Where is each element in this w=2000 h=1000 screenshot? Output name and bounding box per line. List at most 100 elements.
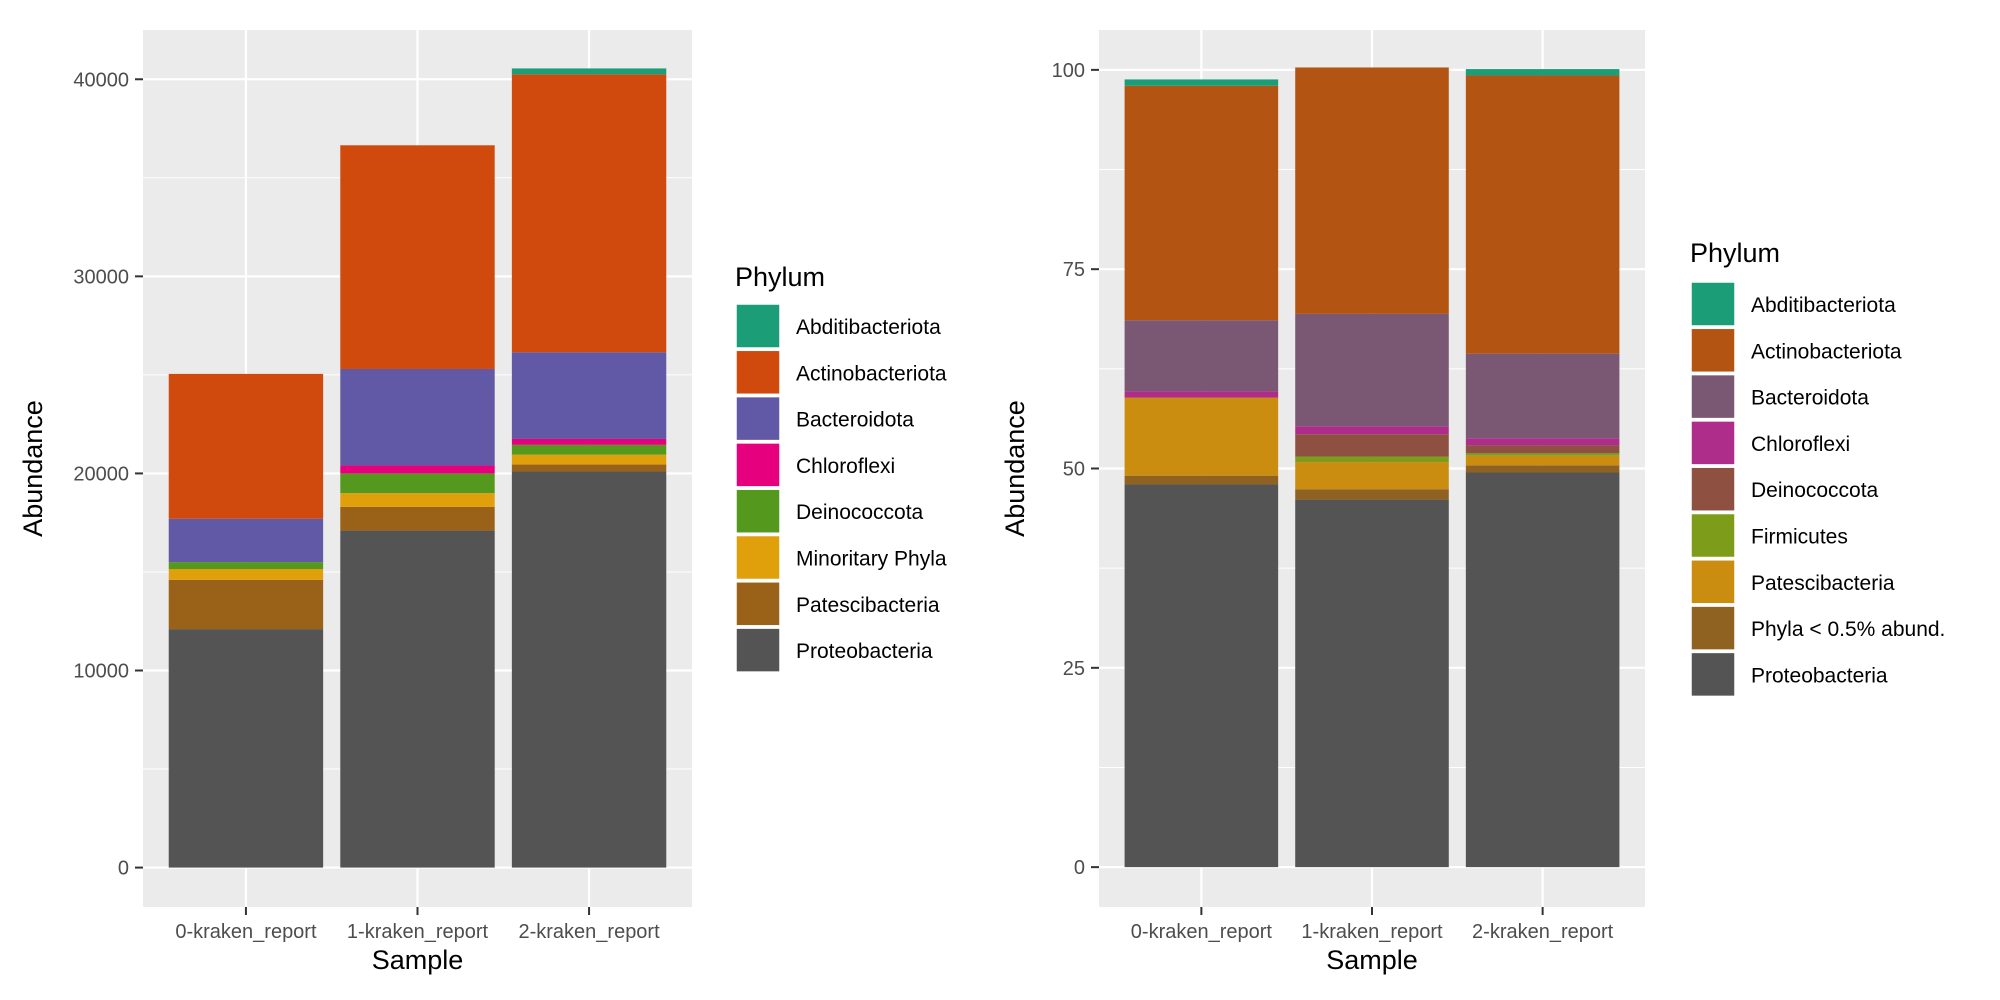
- bar-segment-chloroflexi-2: [1465, 438, 1620, 446]
- legend-label: Deinococcota: [796, 501, 924, 524]
- y-tick-label: 25: [1063, 658, 1085, 680]
- bar-segment-abditibacteriota-2: [1465, 69, 1620, 76]
- bar-segment-bacteroidota-0: [168, 518, 324, 563]
- legend-label: Chloroflexi: [1751, 433, 1850, 456]
- legend-label: Proteobacteria: [1751, 664, 1888, 687]
- legend-label: Chloroflexi: [796, 455, 895, 478]
- bar-segment-proteobacteria-2: [511, 471, 667, 868]
- bar-segment-proteobacteria-1: [340, 530, 495, 868]
- y-tick-label: 50: [1063, 459, 1085, 481]
- bar-segment-phyla-0-5-abund--0: [1124, 475, 1279, 485]
- y-tick-label: 40000: [73, 69, 129, 91]
- legend-label: Actinobacteriota: [796, 362, 947, 385]
- legend-label: Bacteroidota: [796, 409, 914, 432]
- bar-segment-deinococcota-1: [1295, 434, 1449, 457]
- bar-segment-minoritary-phyla-1: [340, 493, 495, 507]
- legend-label: Actinobacteriota: [1751, 340, 1902, 363]
- y-tick-label: 0: [118, 858, 129, 880]
- bar-segment-chloroflexi-1: [340, 465, 495, 474]
- x-tick-label: 0-kraken_report: [1131, 921, 1273, 943]
- bar-segment-minoritary-phyla-0: [168, 569, 324, 580]
- legend-title: Phylum: [1690, 238, 1780, 268]
- x-axis-title: Sample: [372, 945, 464, 975]
- bar-segment-chloroflexi-1: [1295, 426, 1449, 435]
- legend-key: [735, 303, 781, 349]
- legend: Phylum Abditibacteriota Actinobacteriota Ba…: [735, 262, 947, 673]
- legend-key: [1690, 281, 1736, 327]
- bar-segment-patescibacteria-2: [1465, 455, 1620, 466]
- y-tick-label: 75: [1063, 259, 1085, 281]
- legend-label: Bacteroidota: [1751, 387, 1869, 410]
- bar-segment-actinobacteriota-1: [340, 145, 495, 369]
- bar-segment-bacteroidota-0: [1124, 320, 1279, 392]
- y-axis-title: Abundance: [1000, 400, 1030, 537]
- bar-segment-phyla-0-5-abund--2: [1465, 465, 1620, 473]
- y-tick-label: 0: [1074, 857, 1085, 879]
- y-tick-label: 30000: [73, 266, 129, 288]
- x-tick-label: 2-kraken_report: [518, 921, 660, 943]
- legend-label: Patescibacteria: [1751, 572, 1895, 595]
- legend-label: Deinococcota: [1751, 479, 1879, 502]
- legend-key: [1690, 512, 1736, 559]
- legend-key: [1690, 651, 1736, 698]
- legend-label: Firmicutes: [1751, 526, 1848, 549]
- bar-segment-patescibacteria-1: [340, 506, 495, 531]
- legend-key: [735, 581, 781, 627]
- bar-segment-abditibacteriota-0: [1124, 79, 1279, 86]
- bar-segment-chloroflexi-0: [1124, 391, 1279, 398]
- legend-label: Abditibacteriota: [796, 316, 941, 339]
- bar-segment-deinococcota-0: [168, 562, 324, 570]
- bar-segment-deinococcota-1: [340, 473, 495, 494]
- y-tick-label: 100: [1052, 60, 1085, 82]
- legend-key: [735, 627, 781, 673]
- bar-segment-actinobacteriota-2: [511, 74, 667, 353]
- legend-key: [1690, 327, 1736, 374]
- y-axis-title: Abundance: [18, 400, 48, 537]
- bar-segment-phyla-0-5-abund--1: [1295, 489, 1449, 500]
- legend-label: Abditibacteriota: [1751, 294, 1896, 317]
- legend-label: Phyla < 0.5% abund.: [1751, 618, 1945, 641]
- legend-title: Phylum: [735, 262, 825, 292]
- chart-panel-0: 0 10000 20000 30000 40000 0-kraken_report 1-kr…: [18, 30, 947, 975]
- bar-segment-actinobacteriota-0: [168, 373, 324, 519]
- bar-segment-bacteroidota-2: [1465, 353, 1620, 439]
- y-tick-label: 10000: [73, 661, 129, 683]
- x-axis-title: Sample: [1326, 945, 1418, 975]
- legend-label: Proteobacteria: [796, 640, 933, 663]
- legend-key: [735, 442, 781, 488]
- bar-segment-deinococcota-2: [1465, 445, 1620, 454]
- bar-segment-firmicutes-2: [1465, 453, 1620, 456]
- bar-segment-abditibacteriota-2: [511, 68, 667, 75]
- bar-segment-patescibacteria-2: [511, 464, 667, 472]
- legend-key: [1690, 559, 1736, 605]
- bar-segment-patescibacteria-0: [168, 579, 324, 630]
- legend: Phylum Abditibacteriota Actinobacteriota Ba…: [1690, 238, 1945, 698]
- legend-key: [1690, 605, 1736, 651]
- bar-segment-bacteroidota-1: [340, 368, 495, 466]
- bar-segment-proteobacteria-1: [1295, 499, 1449, 868]
- bar-segment-patescibacteria-1: [1295, 462, 1449, 490]
- bar-segment-firmicutes-1: [1295, 456, 1449, 463]
- bar-segment-deinococcota-2: [511, 444, 667, 455]
- bar-segment-proteobacteria-2: [1465, 472, 1620, 868]
- legend-key: [1690, 373, 1736, 420]
- x-tick-label: 1-kraken_report: [347, 921, 489, 943]
- x-tick-label: 2-kraken_report: [1472, 921, 1614, 943]
- chart-panel-1: 0 25 50 75 100 0-kraken_report 1-kraken_report…: [1000, 30, 1945, 975]
- legend-key: [735, 488, 781, 534]
- legend-key: [1690, 466, 1736, 512]
- legend-label: Minoritary Phyla: [796, 548, 947, 571]
- legend-key: [1690, 420, 1736, 466]
- y-tick-label: 20000: [73, 463, 129, 485]
- bar-segment-bacteroidota-1: [1295, 313, 1449, 427]
- bar-segment-proteobacteria-0: [168, 629, 324, 868]
- bar-segment-patescibacteria-0: [1124, 397, 1279, 476]
- bar-segment-minoritary-phyla-2: [511, 454, 667, 465]
- legend-key: [735, 534, 781, 581]
- legend-label: Patescibacteria: [796, 594, 940, 617]
- bar-segment-chloroflexi-2: [511, 438, 667, 445]
- legend-key: [735, 395, 781, 442]
- bar-segment-bacteroidota-2: [511, 352, 667, 439]
- x-tick-label: 0-kraken_report: [175, 921, 317, 943]
